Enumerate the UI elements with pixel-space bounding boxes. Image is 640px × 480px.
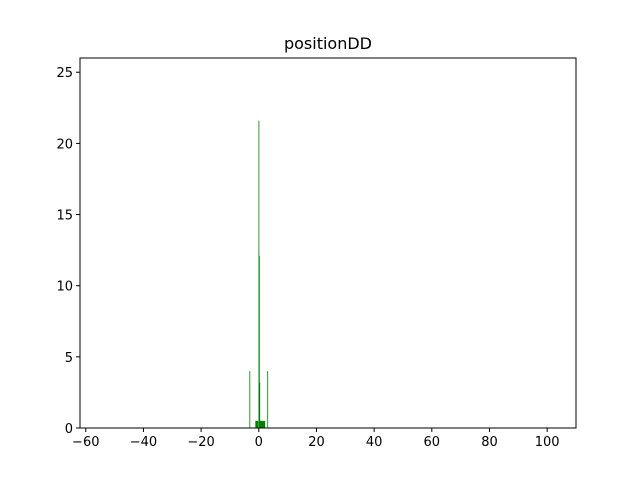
histogram-bar-3 bbox=[258, 255, 260, 428]
histogram-bar-6 bbox=[267, 371, 269, 428]
y-tick-label: 10 bbox=[56, 280, 73, 295]
x-tick-label: 20 bbox=[308, 435, 325, 450]
y-tick-label: 5 bbox=[65, 351, 73, 366]
x-tick-label: 0 bbox=[255, 435, 263, 450]
x-axis: −60 −40 −20 0 20 40 60 80 100 bbox=[72, 428, 560, 450]
histogram-bar-5 bbox=[259, 420, 266, 428]
y-tick-label: 15 bbox=[56, 209, 73, 224]
y-tick-label: 25 bbox=[56, 66, 73, 81]
x-tick-label: 40 bbox=[366, 435, 383, 450]
bars-group bbox=[249, 120, 269, 428]
y-tick-label: 0 bbox=[65, 422, 73, 437]
histogram-bar-0 bbox=[249, 371, 251, 428]
y-tick-label: 20 bbox=[56, 137, 73, 152]
plot-frame bbox=[79, 57, 577, 429]
x-tick-label: −60 bbox=[72, 435, 99, 450]
x-tick-label: 100 bbox=[535, 435, 560, 450]
histogram-bar-4 bbox=[259, 382, 261, 428]
histogram-bar-1 bbox=[255, 420, 259, 428]
x-tick-label: −20 bbox=[187, 435, 214, 450]
x-tick-label: 60 bbox=[424, 435, 441, 450]
histogram-bar-2 bbox=[258, 120, 260, 428]
x-tick-label: 80 bbox=[481, 435, 498, 450]
y-axis: 0 5 10 15 20 25 bbox=[56, 66, 80, 437]
chart-title: positionDD bbox=[284, 34, 372, 53]
x-tick-label: −40 bbox=[130, 435, 157, 450]
